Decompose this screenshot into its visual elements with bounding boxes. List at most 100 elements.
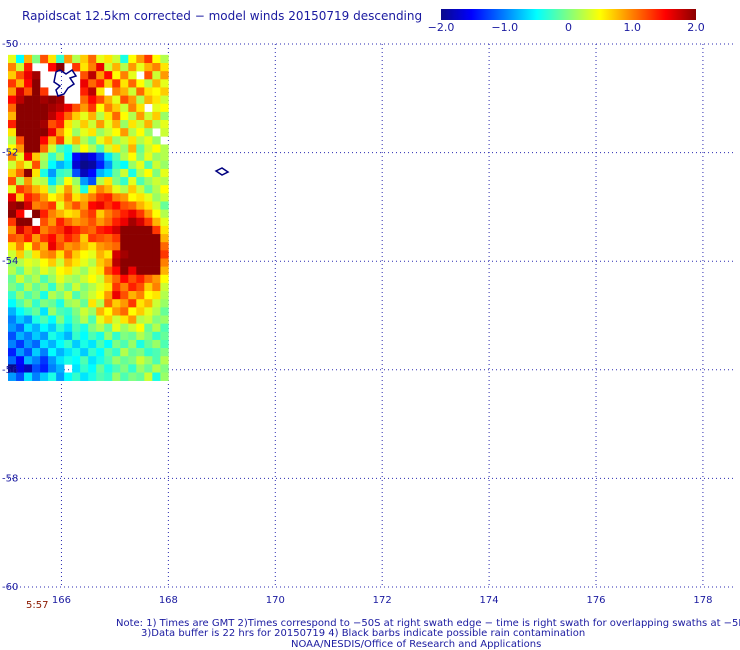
swath-cell [144,250,153,259]
swath-cell [144,209,153,219]
swath-cell [152,323,161,333]
swath-cell [64,160,73,170]
swath-cell [112,95,121,105]
swath-cell [96,152,105,162]
swath-cell [112,372,121,381]
swath-cell [120,282,129,292]
x-tick-label: 178 [693,595,712,606]
swath-cell [48,168,57,178]
swath-cell [152,274,161,284]
swath-cell [152,63,161,72]
swath-cell [104,152,113,162]
swath-cell [80,54,89,64]
swath-cell [144,95,153,105]
swath-cell [136,225,145,235]
swath-cell [8,266,17,276]
swath-cell [16,372,25,381]
swath-cell [24,54,33,64]
island-outline [214,167,230,176]
swath-cell [152,291,161,300]
swath-cells [8,54,169,381]
swath-cell [104,356,113,365]
swath-cell [88,71,97,80]
swath-cell [120,299,129,308]
swath-cell [88,364,97,373]
swath-cell [40,242,49,251]
swath-cell [32,274,41,284]
swath-cell [80,63,89,72]
swath-cell [144,168,153,178]
swath-cell [136,54,145,64]
swath-cell [128,111,137,121]
swath-cell [144,201,153,210]
swath-cell [136,168,145,178]
swath-cell [144,217,153,227]
swath-cell [120,323,129,333]
swath-cell [48,209,57,219]
swath-cell [24,111,33,121]
swath-cell [112,315,121,324]
swath-cell [24,128,33,137]
swath-cell [88,274,97,284]
swath-cell [24,103,33,113]
swath-cell [32,339,41,349]
swath-cell [88,87,97,96]
swath-cell [136,372,145,381]
swath-cell [96,63,105,72]
swath-cell [64,307,73,316]
coastline-outline [53,68,78,97]
swath-cell [96,234,105,243]
swath-cell [160,95,169,105]
swath-cell [120,217,129,227]
swath-cell [128,152,137,162]
swath-cell [16,160,25,170]
swath-cell [16,103,25,113]
swath-cell [80,250,89,259]
swath-cell [160,168,169,178]
swath-cell [8,209,17,219]
swath-cell [72,209,81,219]
swath-cell [112,152,121,162]
swath-cell [112,307,121,316]
swath-cell [120,71,129,80]
swath-cell [80,372,89,381]
swath-cell [72,274,81,284]
y-tick-label: -52 [2,148,18,159]
swath-cell [152,372,161,381]
swath-cell [48,315,57,324]
swath-cell [72,160,81,170]
swath-cell [160,177,169,186]
swath-cell [128,168,137,178]
swath-cell [128,217,137,227]
swath-cell [48,274,57,284]
swath-cell [80,291,89,300]
swath-cell [16,111,25,121]
swath-cell [152,258,161,267]
swath-cell [40,201,49,210]
swath-cell [160,307,169,316]
swath-cell [152,201,161,210]
swath-cell [88,225,97,235]
swath-cell [56,258,65,267]
swath-cell [136,160,145,170]
swath-cell [152,152,161,162]
swath-cell [128,209,137,219]
swath-cell [80,339,89,349]
swath-cell [8,299,17,308]
swath-cell [8,323,17,333]
swath-cell [24,291,33,300]
swath-cell [16,95,25,105]
swath-cell [40,331,49,341]
swath-cell [120,234,129,243]
swath-cell [16,323,25,333]
swath-cell [48,307,57,316]
swath-cell [128,193,137,202]
swath-cell [96,307,105,316]
swath-cell [120,266,129,276]
swath-cell [136,120,145,129]
swath-cell [120,168,129,178]
swath-cell [120,128,129,137]
swath-cell [56,356,65,365]
swath-cell [112,250,121,259]
